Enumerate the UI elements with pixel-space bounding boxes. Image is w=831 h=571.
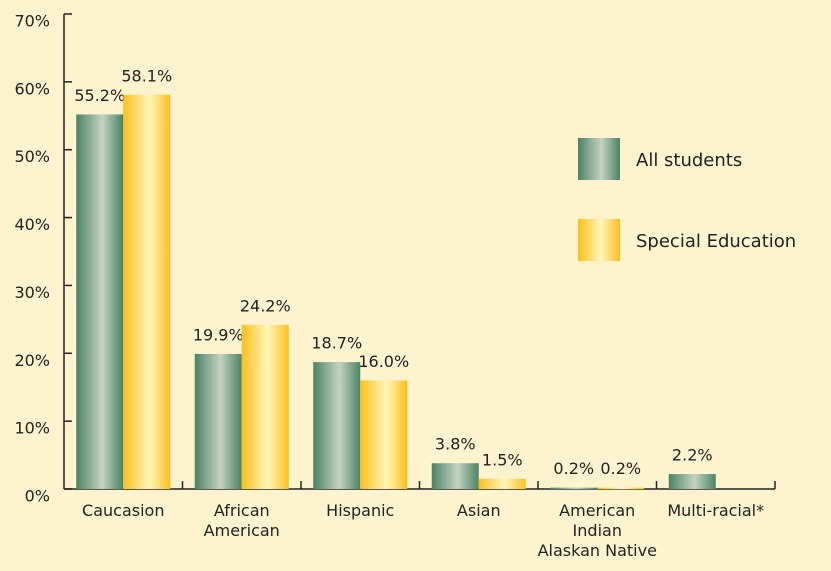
value-label: 55.2% [74, 86, 125, 105]
y-tick-label: 70% [14, 12, 50, 31]
y-tick-label: 50% [14, 147, 50, 166]
x-tick-label: African American [203, 501, 280, 540]
bar [550, 487, 598, 490]
y-tick-label: 60% [14, 79, 50, 98]
legend-swatch [578, 138, 620, 180]
value-label: 16.0% [358, 352, 409, 371]
value-label: 3.8% [435, 435, 476, 454]
value-label: 0.2% [553, 459, 594, 478]
value-label: 0.2% [600, 459, 641, 478]
value-label: 19.9% [193, 325, 244, 344]
y-tick-label: 30% [14, 283, 50, 302]
value-label: 1.5% [482, 450, 523, 469]
x-tick-label: Hispanic [326, 501, 395, 520]
bar [478, 478, 526, 489]
bar [194, 353, 242, 489]
x-tick-label: Multi-racial* [667, 501, 765, 520]
x-tick-label: Caucasion [82, 501, 165, 520]
value-label: 58.1% [121, 66, 172, 85]
x-tick-label: American Indian Alaskan Native [537, 501, 657, 560]
value-label: 2.2% [672, 446, 713, 465]
y-tick-label: 0% [25, 487, 50, 506]
y-tick-label: 20% [14, 351, 50, 370]
bar [668, 474, 716, 489]
bar [360, 380, 408, 489]
y-tick-label: 40% [14, 215, 50, 234]
legend-label: Special Education [636, 231, 796, 252]
bar [76, 114, 124, 489]
bar [597, 487, 645, 490]
legend-swatch [578, 219, 620, 261]
bar [123, 94, 171, 489]
bar [313, 362, 361, 489]
value-label: 24.2% [240, 296, 291, 315]
legend-label: All students [636, 150, 742, 171]
y-tick-label: 10% [14, 419, 50, 438]
x-tick-label: Asian [456, 501, 501, 520]
value-label: 18.7% [311, 334, 362, 353]
bar [241, 324, 289, 489]
bar [431, 463, 479, 489]
